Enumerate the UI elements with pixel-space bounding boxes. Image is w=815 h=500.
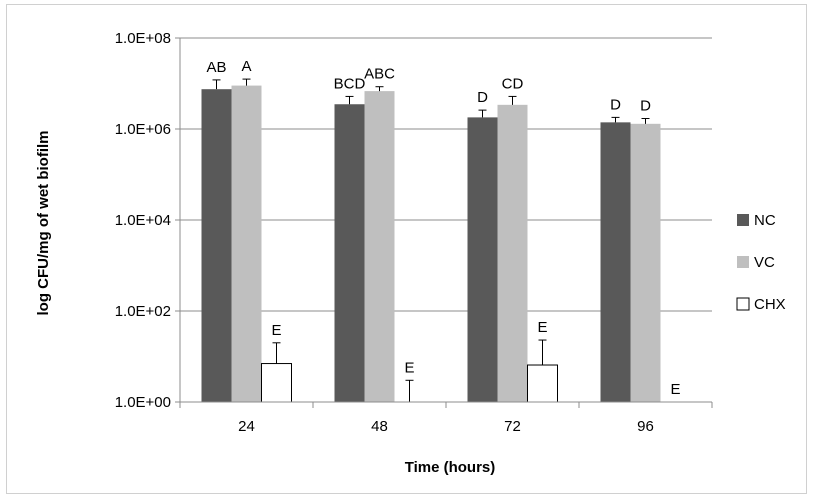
legend-label-nc: NC	[754, 212, 776, 229]
axes: 1.0E+00 1.0E+02 1.0E+04 1.0E+06 1.0E+08 24 48 7…	[115, 30, 713, 435]
bar-chx	[261, 363, 292, 403]
bar-chx	[527, 364, 558, 403]
significance-letter: E	[537, 319, 547, 336]
legend: NC VC CHX	[736, 212, 786, 313]
significance-letter: E	[404, 359, 414, 376]
significance-letter: ABC	[364, 66, 395, 83]
significance-letter: BCD	[334, 75, 366, 92]
legend-swatch-nc	[737, 214, 749, 226]
significance-letter: E	[670, 381, 680, 398]
bar-nc	[467, 117, 498, 402]
y-tick-label: 1.0E+02	[115, 303, 171, 320]
x-tick-label: 96	[637, 418, 654, 435]
y-tick-label: 1.0E+04	[115, 212, 171, 229]
chart-frame	[6, 4, 807, 494]
legend-swatch-vc	[737, 256, 749, 268]
y-tick-label: 1.0E+06	[115, 121, 171, 138]
significance-letter: D	[610, 96, 621, 113]
significance-letter: CD	[502, 75, 524, 92]
y-tick-label: 1.0E+08	[115, 30, 171, 47]
y-tick-label: 1.0E+00	[115, 394, 171, 411]
significance-letter: D	[477, 89, 488, 106]
legend-label-chx: CHX	[754, 296, 786, 313]
legend-label-vc: VC	[754, 254, 775, 271]
significance-letter: A	[241, 58, 251, 75]
x-tick-label: 72	[504, 418, 521, 435]
bar-vc	[630, 123, 661, 402]
bar-vc	[231, 85, 262, 402]
x-tick-label: 24	[238, 418, 255, 435]
bar-vc	[364, 91, 395, 402]
x-tick-label: 48	[371, 418, 388, 435]
y-axis-title: log CFU/mg of wet biofilm	[35, 131, 52, 316]
significance-letter: AB	[206, 59, 226, 76]
significance-letter: E	[271, 322, 281, 339]
significance-letter: D	[640, 98, 651, 115]
bar-vc	[497, 104, 528, 402]
bar-nc	[201, 89, 232, 402]
x-axis-title: Time (hours)	[405, 459, 496, 476]
bar-nc	[600, 122, 631, 403]
legend-swatch-chx	[736, 297, 750, 311]
bar-nc	[334, 104, 365, 402]
